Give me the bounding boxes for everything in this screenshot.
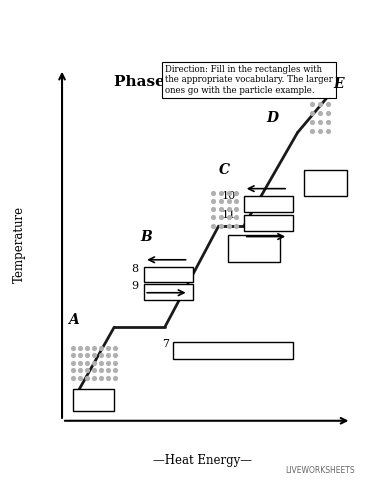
Text: A: A xyxy=(68,312,78,327)
Point xyxy=(97,366,103,374)
Point xyxy=(325,118,331,126)
Point xyxy=(308,109,314,117)
Bar xyxy=(173,342,293,359)
Text: B: B xyxy=(140,230,152,244)
Point xyxy=(70,351,76,359)
Point xyxy=(233,197,239,205)
Point xyxy=(70,374,76,382)
Point xyxy=(84,366,90,374)
Text: —Heat Energy—: —Heat Energy— xyxy=(153,455,252,468)
Point xyxy=(70,344,76,351)
Point xyxy=(112,359,118,367)
Point xyxy=(226,197,232,205)
Point xyxy=(325,109,331,117)
Point xyxy=(105,351,110,359)
Text: LIVEWORKSHEETS: LIVEWORKSHEETS xyxy=(285,466,355,475)
Point xyxy=(218,189,224,197)
Point xyxy=(91,374,97,382)
Point xyxy=(317,109,323,117)
Point xyxy=(97,344,103,351)
Point xyxy=(317,118,323,126)
Point xyxy=(211,197,217,205)
Point xyxy=(226,222,232,229)
Point xyxy=(112,351,118,359)
Point xyxy=(325,100,331,108)
Point xyxy=(233,222,239,229)
Point xyxy=(233,214,239,221)
Point xyxy=(226,205,232,213)
Text: Direction: Fill in the rectangles with
the appropriate vocabulary. The larger
on: Direction: Fill in the rectangles with t… xyxy=(165,65,333,95)
Text: 10: 10 xyxy=(222,191,236,201)
Point xyxy=(218,205,224,213)
Point xyxy=(84,344,90,351)
Point xyxy=(211,189,217,197)
Text: 8: 8 xyxy=(131,264,138,274)
Bar xyxy=(228,236,280,262)
Point xyxy=(77,344,83,351)
Bar xyxy=(73,389,114,411)
Text: E: E xyxy=(333,77,344,91)
Point xyxy=(84,359,90,367)
Bar xyxy=(144,284,193,300)
Point xyxy=(77,366,83,374)
Point xyxy=(226,189,232,197)
Point xyxy=(317,127,323,135)
Point xyxy=(97,374,103,382)
Point xyxy=(105,366,110,374)
Point xyxy=(211,205,217,213)
Point xyxy=(91,359,97,367)
Point xyxy=(211,214,217,221)
Point xyxy=(91,344,97,351)
Text: D: D xyxy=(266,110,278,124)
Point xyxy=(105,344,110,351)
Point xyxy=(91,366,97,374)
Point xyxy=(308,127,314,135)
Point xyxy=(112,344,118,351)
Bar xyxy=(244,196,293,212)
Bar xyxy=(144,266,193,282)
Text: C: C xyxy=(219,163,230,177)
Point xyxy=(112,366,118,374)
Point xyxy=(77,359,83,367)
Text: Temperature: Temperature xyxy=(13,206,26,283)
Point xyxy=(105,359,110,367)
Point xyxy=(84,351,90,359)
Point xyxy=(77,374,83,382)
Text: Phase Change Diagram: Phase Change Diagram xyxy=(114,75,314,89)
Point xyxy=(218,222,224,229)
Text: 7: 7 xyxy=(163,339,170,349)
Point xyxy=(211,222,217,229)
Point xyxy=(112,374,118,382)
Point xyxy=(91,351,97,359)
Point xyxy=(233,189,239,197)
Point xyxy=(97,351,103,359)
Point xyxy=(70,359,76,367)
Point xyxy=(233,205,239,213)
Point xyxy=(105,374,110,382)
Text: 11: 11 xyxy=(222,210,236,220)
Point xyxy=(84,374,90,382)
Point xyxy=(77,351,83,359)
Point xyxy=(97,359,103,367)
Bar xyxy=(304,170,347,196)
Bar xyxy=(244,215,293,230)
Point xyxy=(218,197,224,205)
Point xyxy=(325,127,331,135)
Point xyxy=(308,118,314,126)
Point xyxy=(218,214,224,221)
Point xyxy=(308,100,314,108)
Text: 9: 9 xyxy=(131,281,138,291)
Point xyxy=(226,214,232,221)
Point xyxy=(317,100,323,108)
Point xyxy=(70,366,76,374)
